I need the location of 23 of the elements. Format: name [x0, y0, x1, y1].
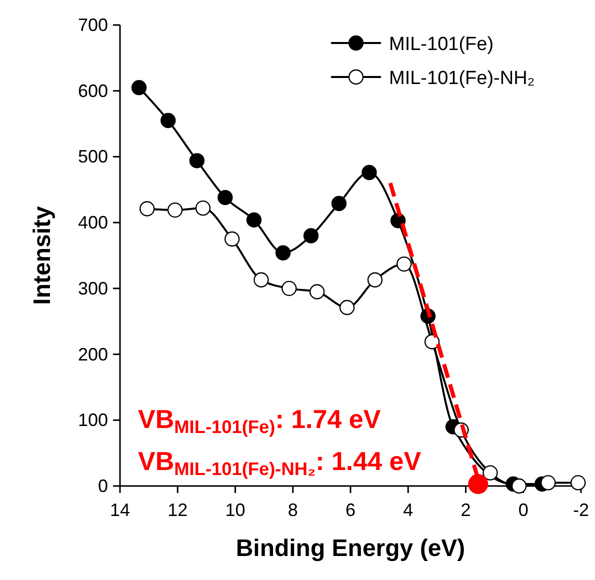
y-tick-label: 200	[78, 344, 108, 364]
x-tick-label: 14	[110, 500, 130, 520]
y-tick-label: 700	[78, 15, 108, 35]
y-tick-label: 600	[78, 80, 108, 101]
x-tick-label: -2	[572, 500, 590, 520]
legend-label: MIL-101(Fe)-NH₂	[389, 68, 535, 89]
y-tick-label: 500	[78, 146, 108, 167]
y-tick-label: 0	[98, 476, 108, 496]
legend-label: MIL-101(Fe)	[389, 34, 494, 55]
x-tick-label: 12	[168, 500, 188, 520]
x-tick-label: 2	[460, 500, 471, 520]
x-tick-label: 4	[403, 500, 414, 520]
y-tick-label: 100	[78, 410, 108, 430]
annotation: VB$_{MIL-101(Fe)-NH₂}$: 1.44 eV	[138, 446, 422, 478]
x-axis-title: Binding Energy (eV)	[236, 535, 466, 562]
y-axis-title: Intensity	[29, 206, 56, 305]
x-tick-label: 6	[345, 500, 356, 520]
x-tick-label: 10	[225, 500, 246, 520]
x-tick-label: 8	[288, 500, 298, 520]
y-tick-label: 400	[78, 212, 108, 233]
x-tick-label: 0	[518, 500, 528, 520]
annotation: VB$_{MIL-101(Fe)}$: 1.74 eV	[138, 404, 382, 436]
y-tick-label: 300	[78, 278, 108, 298]
